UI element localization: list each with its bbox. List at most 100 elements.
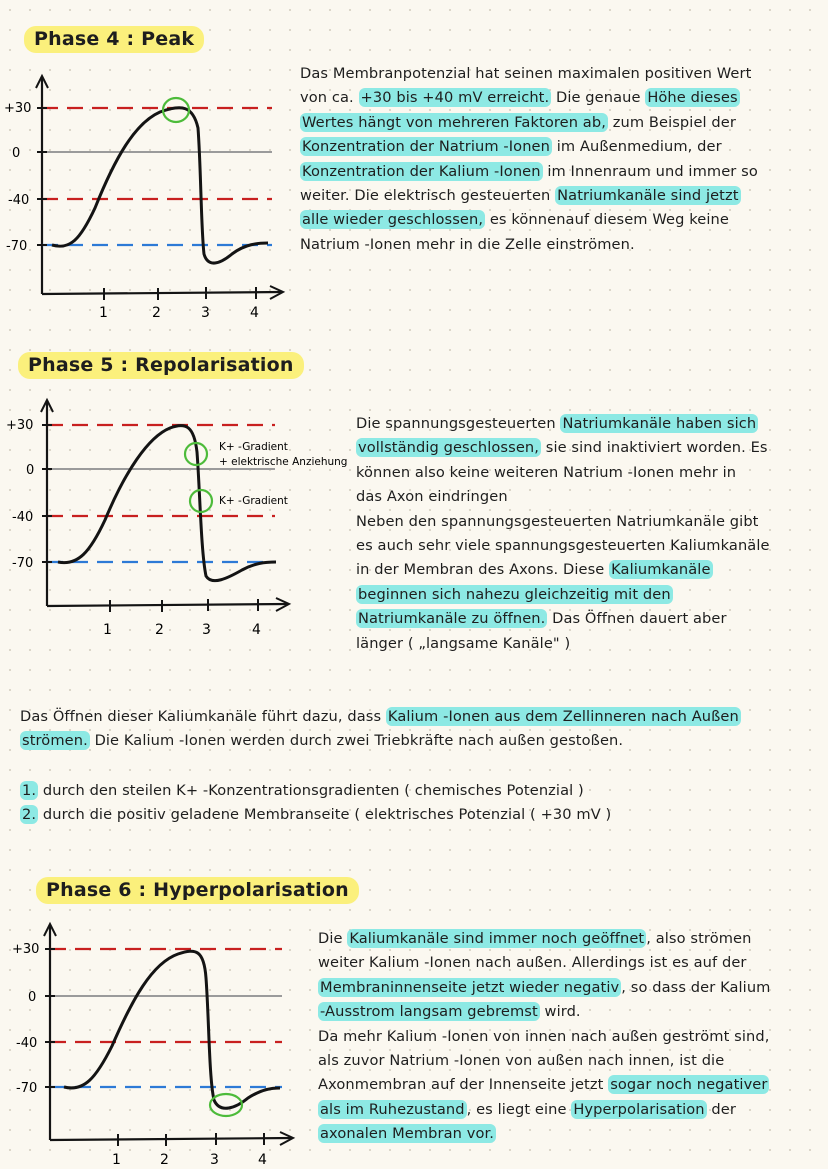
highlighted-text: als im Ruhezustand <box>318 1099 467 1119</box>
y-label-minus40: -40 <box>16 1036 37 1051</box>
x-label-2: 2 <box>152 305 161 321</box>
text-line: in der Membran des Axons. Diese Kaliumka… <box>356 558 822 582</box>
highlighted-text: +30 bis +40 mV erreicht. <box>358 88 552 108</box>
text-line: strömen. Die Kalium -Ionen werden durch … <box>20 729 820 753</box>
y-label-plus30: +30 <box>6 418 33 433</box>
y-label-zero: 0 <box>12 146 20 161</box>
y-axis-arrow <box>40 397 54 606</box>
x-axis-arrow <box>41 285 286 300</box>
y-label-zero: 0 <box>28 990 36 1005</box>
text-line: Membraninnenseite jetzt wieder negativ, … <box>318 976 822 1000</box>
annotation-upper-line1: K+ -Gradient <box>219 441 288 453</box>
text-line: beginnen sich nahezu gleichzeitig mit de… <box>356 583 822 607</box>
text-line: das Axon eindringen <box>356 485 822 509</box>
text-line: -Ausstrom langsam gebremst wird. <box>318 1000 822 1024</box>
y-label-minus70: -70 <box>12 556 33 571</box>
text-line: von ca. +30 bis +40 mV erreicht. Die gen… <box>300 86 820 110</box>
text-segment: Die <box>318 930 348 947</box>
text-segment: es könnenauf diesem Weg keine <box>485 211 729 229</box>
text-line: es auch sehr viele spannungsgesteuerten … <box>356 534 822 558</box>
text-segment: von ca. <box>300 89 359 107</box>
x-label-1: 1 <box>103 622 112 638</box>
highlighted-text: Natriumkanäle sind jetzt <box>555 186 741 206</box>
text-segment: länger ( „langsame Kanäle" ) <box>356 634 571 652</box>
phase5-graph: K+ -Gradient + elektrische Anziehung K+ … <box>6 397 347 638</box>
text-line: als im Ruhezustand, es liegt eine Hyperp… <box>318 1098 822 1122</box>
phase6-text: Die Kaliumkanäle sind immer noch geöffne… <box>318 927 822 1147</box>
text-segment: Das Öffnen dauert aber <box>547 610 727 628</box>
text-line: als zuvor Natrium -Ionen von außen nach … <box>318 1049 822 1073</box>
phase5-text: Die spannungsgesteuerten Natriumkanäle h… <box>356 412 822 656</box>
highlighted-text: sogar noch negativer <box>608 1075 770 1095</box>
x-label-3: 3 <box>201 305 210 321</box>
text-line: Das Membranpotenzial hat seinen maximale… <box>300 62 820 86</box>
text-segment: zum Beispiel der <box>607 113 736 131</box>
text-segment: der <box>706 1100 736 1118</box>
text-segment: , so dass der Kalium <box>621 978 771 996</box>
text-segment: Natrium -Ionen mehr in die Zelle einströ… <box>300 235 635 253</box>
highlighted-text: Kalium -Ionen aus dem Zellinneren nach A… <box>385 707 741 726</box>
x-label-4: 4 <box>258 1152 267 1168</box>
highlighted-text: Konzentration der Natrium -Ionen <box>300 137 552 157</box>
highlighted-text: alle wieder geschlossen, <box>300 210 486 230</box>
text-line: Konzentration der Kalium -Ionen im Innen… <box>300 160 820 184</box>
phase4-text: Das Membranpotenzial hat seinen maximale… <box>300 62 820 257</box>
text-segment: das Axon eindringen <box>356 488 508 506</box>
lower-marker-circle <box>188 488 214 514</box>
text-line: vollständig geschlossen, sie sind inakti… <box>356 436 822 460</box>
highlighted-text: vollständig geschlossen, <box>356 438 541 458</box>
text-line: Da mehr Kalium -Ionen von innen nach auß… <box>318 1025 822 1049</box>
highlighted-text: -Ausstrom langsam gebremst <box>318 1002 540 1022</box>
text-segment: Da mehr Kalium -Ionen von innen nach auß… <box>318 1027 770 1045</box>
text-line: 1. durch den steilen K+ -Konzentrationsg… <box>20 779 820 803</box>
text-line: Natrium -Ionen mehr in die Zelle einströ… <box>300 233 820 257</box>
text-segment: es auch sehr viele spannungsgesteuerten … <box>356 537 770 555</box>
text-segment: als zuvor Natrium -Ionen von außen nach … <box>318 1052 725 1070</box>
phase6-graph: +30 0 -40 -70 1 2 3 4 <box>12 921 296 1168</box>
action-potential-curve <box>63 949 281 1110</box>
text-line: können also keine weiteren Natrium -Ione… <box>356 461 822 485</box>
text-segment: wird. <box>539 1003 581 1021</box>
text-segment: im Innenraum und immer so <box>542 162 758 180</box>
text-segment: Neben den spannungsgesteuerten Natriumka… <box>356 512 759 530</box>
x-label-4: 4 <box>250 305 259 321</box>
y-label-plus30: +30 <box>12 942 39 957</box>
highlighted-text: Kaliumkanäle <box>609 560 713 580</box>
peak-marker-circle <box>161 96 191 124</box>
upper-marker-circle <box>183 441 209 467</box>
phase5-title: Phase 5 : Repolarisation <box>18 352 304 379</box>
text-line: Natriumkanäle zu öffnen. Das Öffnen daue… <box>356 607 822 631</box>
text-segment: Das Öffnen dieser Kaliumkanäle führt daz… <box>20 708 386 725</box>
phase4-graph: +30 0 -40 -70 1 2 3 4 <box>4 73 286 321</box>
text-segment: weiter. Die elektrisch gesteuerten <box>300 187 556 205</box>
highlighted-text: axonalen Membran vor. <box>318 1124 497 1144</box>
text-line: weiter. Die elektrisch gesteuerten Natri… <box>300 184 820 208</box>
text-line: Die spannungsgesteuerten Natriumkanäle h… <box>356 412 822 436</box>
text-line: Neben den spannungsgesteuerten Natriumka… <box>356 510 822 534</box>
highlighted-text: Hyperpolarisation <box>571 1099 707 1119</box>
text-segment: können also keine weiteren Natrium -Ione… <box>356 463 737 481</box>
text-line: axonalen Membran vor. <box>318 1122 822 1146</box>
text-segment: Axonmembran auf der Innenseite jetzt <box>318 1076 609 1094</box>
text-segment: Das Membranpotenzial hat seinen maximale… <box>300 65 752 82</box>
highlighted-text: Natriumkanäle haben sich <box>560 414 759 433</box>
highlighted-text: Wertes hängt von mehreren Faktoren ab, <box>300 112 608 132</box>
highlighted-text: Höhe dieses <box>645 88 740 108</box>
y-label-minus70: -70 <box>16 1081 37 1096</box>
text-segment: sie sind inaktiviert worden. Es <box>541 439 768 457</box>
x-label-2: 2 <box>155 622 164 638</box>
text-segment: Die spannungsgesteuerten <box>356 415 561 432</box>
text-line: länger ( „langsame Kanäle" ) <box>356 632 822 656</box>
text-segment: Die genaue <box>551 89 646 107</box>
text-line: Wertes hängt von mehreren Faktoren ab, z… <box>300 111 820 135</box>
text-segment: , also strömen <box>646 930 752 947</box>
x-axis-arrow <box>46 597 292 612</box>
text-line: weiter Kalium -Ionen nach außen. Allerdi… <box>318 951 822 975</box>
text-segment: durch die positiv geladene Membranseite … <box>38 806 612 824</box>
highlighted-text: Kaliumkanäle sind immer noch geöffnet <box>347 929 647 948</box>
text-segment: durch den steilen K+ -Konzentrationsgrad… <box>38 782 584 799</box>
text-segment: Die Kalium -Ionen werden durch zwei Trie… <box>89 732 624 750</box>
highlighted-text: 2. <box>20 805 39 825</box>
y-label-minus70: -70 <box>6 239 27 254</box>
text-segment: in der Membran des Axons. Diese <box>356 561 610 579</box>
